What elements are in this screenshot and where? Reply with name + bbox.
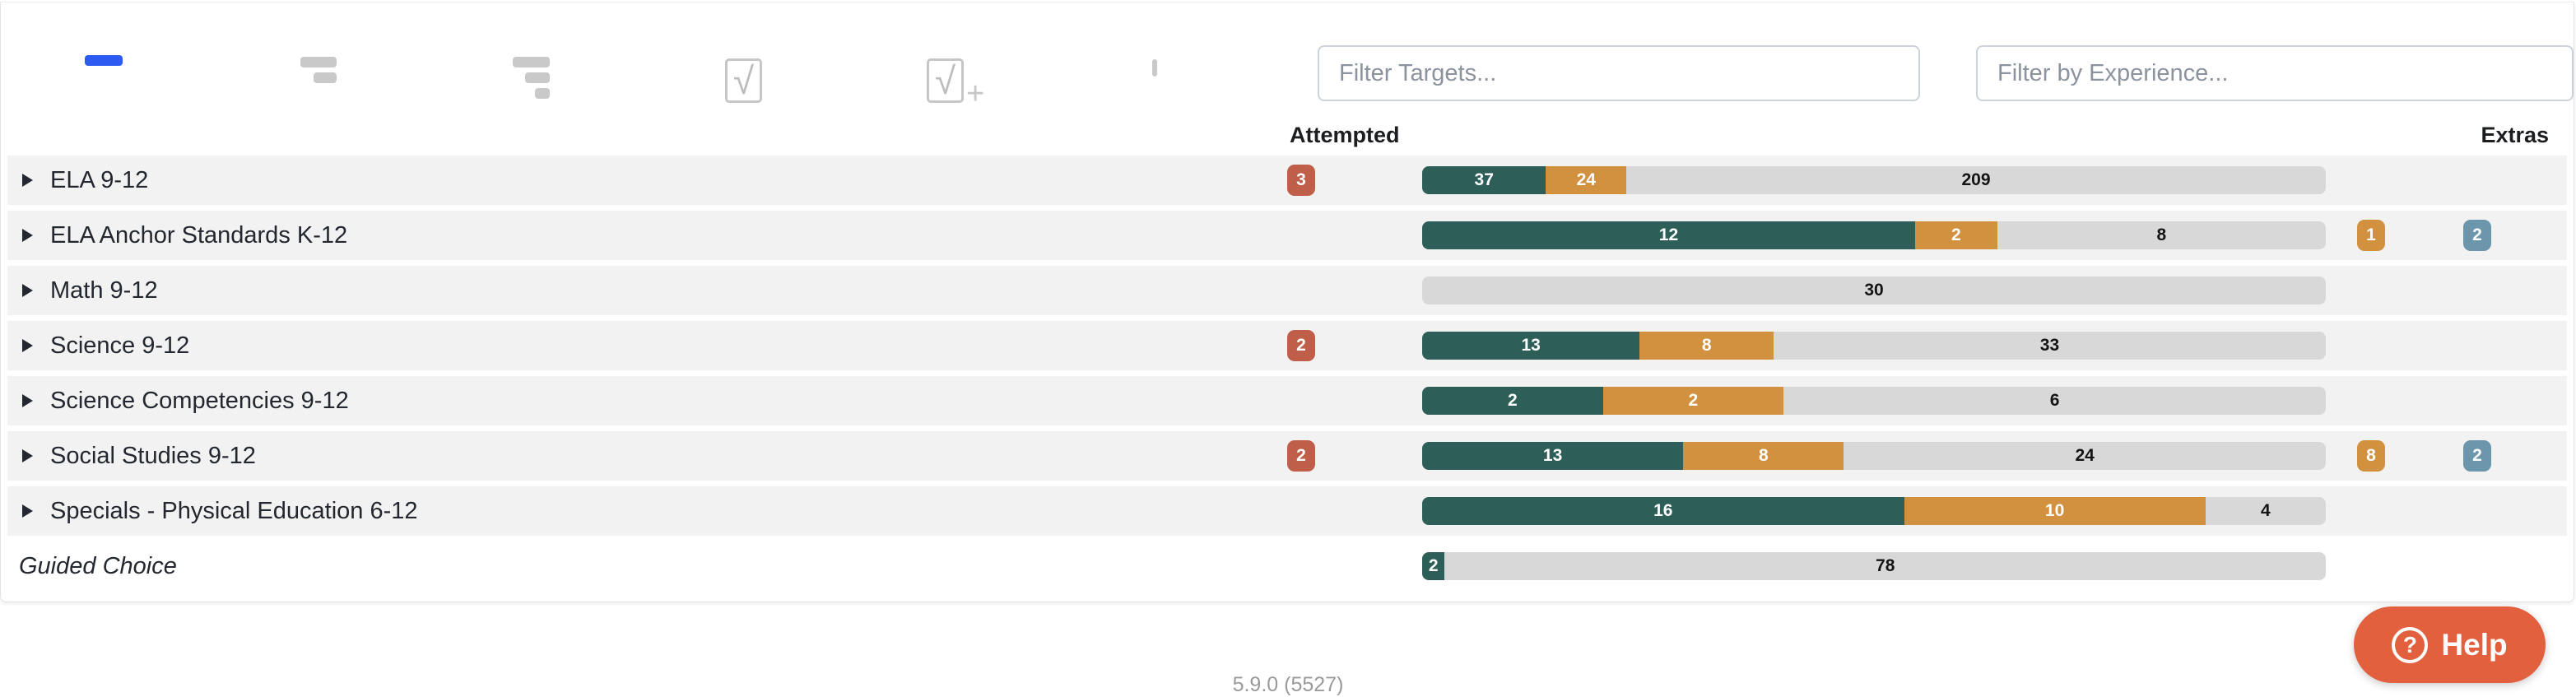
view-level-3-button[interactable] (513, 57, 550, 99)
target-row-label[interactable]: ELA Anchor Standards K-12 (50, 222, 348, 249)
expand-arrow-icon[interactable] (22, 174, 33, 187)
bar-segment-completed: 16 (1422, 497, 1904, 525)
bar-segment-remaining: 24 (1844, 442, 2326, 470)
bar-segment-remaining: 78 (1444, 552, 2326, 580)
target-row: ELA Anchor Standards K-12 12 2 8 1 2 (7, 211, 2567, 260)
view-toolbar: √ √ + (1, 2, 2574, 118)
extras-orange-badge: 1 (2357, 220, 2385, 251)
bar-segment-completed: 12 (1422, 221, 1915, 249)
show-empty-button[interactable] (1152, 59, 1157, 77)
progress-bar: 16 10 4 (1422, 497, 2326, 525)
bar-segment-in-progress: 2 (1914, 221, 1997, 249)
target-row-label[interactable]: Science Competencies 9-12 (50, 388, 349, 414)
extras-orange-badge: 8 (2357, 440, 2385, 472)
bar-segment-completed: 2 (1422, 552, 1445, 580)
progress-bar: 12 2 8 (1422, 221, 2326, 249)
version-text: 5.9.0 (5527) (1232, 673, 1344, 696)
expand-arrow-icon[interactable] (22, 339, 33, 352)
filter-experience-input[interactable] (1976, 45, 2574, 101)
target-row: Math 9-12 30 (7, 266, 2567, 315)
level-2-bars-icon (300, 57, 337, 83)
target-row-label[interactable]: Math 9-12 (50, 277, 158, 304)
show-scored-button[interactable]: √ (725, 58, 762, 103)
targets-table-body: ELA 9-12 3 37 24 209 ELA Anchor Standards K-1… (1, 156, 2574, 592)
targets-panel: √ √ + Attempted Extras ELA 9-1233724209E… (0, 2, 2574, 602)
level-3-bars-icon (513, 57, 550, 99)
target-row-label[interactable]: Specials - Physical Education 6-12 (50, 498, 418, 524)
question-circle-icon: ? (2392, 626, 2429, 663)
expand-arrow-icon[interactable] (22, 229, 33, 242)
level-1-bar-icon (85, 55, 123, 66)
progress-bar: 13 8 24 (1422, 442, 2326, 470)
target-row-label[interactable]: Science 9-12 (50, 332, 190, 359)
bar-segment-completed: 2 (1422, 387, 1603, 415)
progress-bar: 30 (1422, 276, 2326, 304)
expand-arrow-icon[interactable] (22, 394, 33, 407)
extras-blue-badge: 2 (2463, 440, 2491, 472)
bar-segment-remaining: 8 (1997, 221, 2326, 249)
expand-arrow-icon[interactable] (22, 449, 33, 462)
extras-blue-badge: 2 (2463, 220, 2491, 251)
empty-card-icon (1152, 59, 1157, 77)
show-scored-plus-button[interactable]: √ + (927, 58, 984, 111)
target-row: ELA 9-12 3 37 24 209 (7, 156, 2567, 205)
bar-segment-in-progress: 24 (1546, 166, 1627, 194)
bar-segment-remaining: 6 (1783, 387, 2326, 415)
expand-arrow-icon[interactable] (22, 284, 33, 297)
bar-segment-remaining: 30 (1422, 276, 2326, 304)
attempted-count-badge: 3 (1287, 165, 1315, 196)
bar-segment-completed: 37 (1422, 166, 1546, 194)
bar-segment-in-progress: 10 (1904, 497, 2206, 525)
attempted-count-badge: 2 (1287, 440, 1315, 472)
target-row-label[interactable]: Social Studies 9-12 (50, 443, 256, 469)
scored-card-icon: √ (725, 58, 762, 103)
bar-segment-in-progress: 8 (1639, 332, 1774, 360)
view-level-1-button[interactable] (85, 55, 123, 66)
filter-targets-input[interactable] (1318, 45, 1920, 101)
bar-segment-remaining: 33 (1773, 332, 2326, 360)
target-row: Science Competencies 9-12 2 2 6 (7, 376, 2567, 425)
progress-bar: 13 8 33 (1422, 332, 2326, 360)
bar-segment-in-progress: 2 (1602, 387, 1784, 415)
target-row: Specials - Physical Education 6-12 16 10 4 (7, 486, 2567, 536)
bar-segment-remaining: 209 (1626, 166, 2326, 194)
target-row: Science 9-12 2 13 8 33 (7, 321, 2567, 370)
progress-bar: 2 78 (1422, 552, 2326, 580)
extras-column-header: Extras (2481, 123, 2549, 147)
bar-segment-completed: 13 (1422, 332, 1640, 360)
bar-segment-completed: 13 (1422, 442, 1684, 470)
bar-segment-remaining: 4 (2205, 497, 2326, 525)
target-row: Social Studies 9-12 2 13 8 24 8 2 (7, 431, 2567, 481)
view-level-2-button[interactable] (300, 57, 337, 83)
expand-arrow-icon[interactable] (22, 504, 33, 518)
target-row: Guided Choice 2 78 (7, 541, 2567, 592)
target-row-label[interactable]: ELA 9-12 (50, 167, 149, 193)
help-button-label: Help (2441, 627, 2508, 662)
bar-segment-in-progress: 8 (1683, 442, 1844, 470)
scored-card-plus-icon: √ (927, 58, 964, 103)
attempted-column-header: Attempted (1290, 123, 1400, 147)
target-row-label: Guided Choice (19, 553, 177, 579)
progress-bar: 37 24 209 (1422, 166, 2326, 194)
help-button[interactable]: ? Help (2354, 606, 2546, 683)
attempted-count-badge: 2 (1287, 330, 1315, 361)
plus-icon: + (966, 77, 985, 111)
